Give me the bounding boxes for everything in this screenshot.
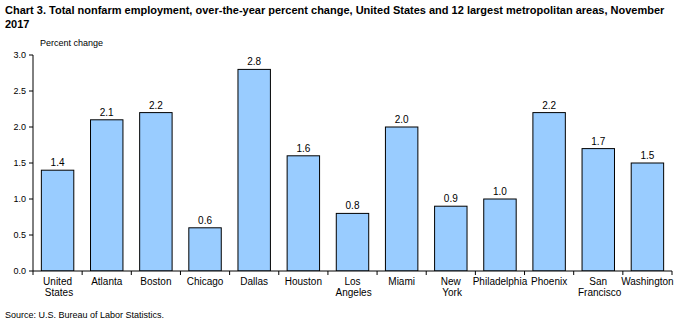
bar bbox=[533, 113, 565, 271]
x-tick-label-line: New bbox=[441, 276, 462, 287]
data-label: 1.4 bbox=[51, 157, 65, 168]
x-tick bbox=[622, 271, 623, 275]
x-tick bbox=[672, 271, 673, 275]
x-tick-label: Dallas bbox=[240, 276, 268, 287]
chart-svg: Percent change 0.0 0.5 1.0 1.5 2.0 2.5 3.0 1.4 2.… bbox=[0, 0, 680, 329]
x-tick-label-line: Angeles bbox=[333, 287, 371, 298]
bar bbox=[435, 206, 467, 271]
data-label: 1.7 bbox=[591, 136, 605, 147]
y-tick bbox=[29, 199, 33, 200]
x-tick-label-line: United bbox=[43, 276, 72, 287]
chart-title: Chart 3. Total nonfarm employment, over-… bbox=[5, 3, 675, 31]
x-tick-label-line: Miami bbox=[388, 276, 415, 287]
x-tick-label-line: Washington bbox=[621, 276, 673, 287]
data-label: 1.5 bbox=[640, 150, 654, 161]
x-tick-label: San Francisco bbox=[575, 276, 622, 298]
x-tick-label-line: Phoenix bbox=[531, 276, 567, 287]
bar bbox=[631, 163, 663, 271]
bars bbox=[41, 69, 663, 271]
x-tick-label: Miami bbox=[388, 276, 415, 287]
bar bbox=[140, 113, 172, 271]
x-tick bbox=[426, 271, 427, 275]
x-tick-label: Phoenix bbox=[531, 276, 567, 287]
bar bbox=[91, 120, 123, 271]
x-tick bbox=[229, 271, 230, 275]
data-label: 0.8 bbox=[346, 200, 360, 211]
bar bbox=[238, 69, 270, 271]
bar bbox=[385, 127, 417, 271]
x-tick-label-line: Francisco bbox=[575, 287, 622, 298]
y-tick-label: 1.5 bbox=[13, 158, 26, 168]
x-tick-label: Boston bbox=[140, 276, 171, 287]
x-tick bbox=[524, 271, 525, 275]
x-tick-label: Atlanta bbox=[91, 276, 123, 287]
x-tick bbox=[327, 271, 328, 275]
x-tick bbox=[278, 271, 279, 275]
bar bbox=[582, 149, 614, 271]
x-tick-label-line: Atlanta bbox=[91, 276, 123, 287]
x-tick-label: New York bbox=[440, 276, 463, 298]
bar bbox=[287, 156, 319, 271]
x-tick-label: Los Angeles bbox=[333, 276, 371, 298]
data-label: 2.2 bbox=[149, 100, 163, 111]
x-tick-label: Chicago bbox=[187, 276, 224, 287]
y-tick bbox=[29, 271, 33, 272]
y-tick bbox=[29, 127, 33, 128]
x-tick bbox=[33, 271, 34, 275]
x-tick-label-line: Dallas bbox=[240, 276, 268, 287]
y-tick-label: 2.0 bbox=[13, 122, 26, 132]
bar bbox=[189, 228, 221, 271]
data-label: 1.6 bbox=[296, 143, 310, 154]
y-tick-label: 0.5 bbox=[13, 230, 26, 240]
data-label: 2.8 bbox=[247, 56, 261, 67]
y-tick bbox=[29, 163, 33, 164]
data-label: 2.2 bbox=[542, 100, 556, 111]
x-tick bbox=[131, 271, 132, 275]
x-tick bbox=[475, 271, 476, 275]
x-tick bbox=[180, 271, 181, 275]
x-tick bbox=[82, 271, 83, 275]
y-tick bbox=[29, 55, 33, 56]
x-tick-label: United States bbox=[42, 276, 73, 298]
data-label: 2.0 bbox=[395, 114, 409, 125]
x-tick-label-line: York bbox=[440, 287, 463, 298]
y-tick-label: 0.0 bbox=[13, 266, 26, 276]
y-tick-label: 2.5 bbox=[13, 86, 26, 96]
x-tick-label: Washington bbox=[621, 276, 673, 287]
source-note: Source: U.S. Bureau of Labor Statistics. bbox=[5, 310, 164, 320]
bar bbox=[41, 170, 73, 271]
data-label: 0.9 bbox=[444, 193, 458, 204]
y-tick-label: 3.0 bbox=[13, 50, 26, 60]
x-tick-label: Philadelphia bbox=[473, 276, 528, 287]
x-tick-label-line: Houston bbox=[285, 276, 322, 287]
y-tick-label: 1.0 bbox=[13, 194, 26, 204]
x-tick-label-line: States bbox=[42, 287, 73, 298]
bar bbox=[336, 213, 368, 271]
data-label: 1.0 bbox=[493, 186, 507, 197]
x-axis bbox=[33, 271, 672, 272]
x-tick-label-line: Los bbox=[344, 276, 360, 287]
y-axis-label: Percent change bbox=[40, 38, 103, 48]
x-tick-label-line: San bbox=[589, 276, 607, 287]
x-tick-label-line: Boston bbox=[140, 276, 171, 287]
x-tick-label-line: Philadelphia bbox=[473, 276, 528, 287]
y-tick bbox=[29, 235, 33, 236]
x-tick bbox=[377, 271, 378, 275]
bar bbox=[484, 199, 516, 271]
data-label: 2.1 bbox=[100, 107, 114, 118]
y-tick bbox=[29, 91, 33, 92]
y-axis bbox=[33, 55, 34, 271]
x-tick bbox=[573, 271, 574, 275]
x-tick-label-line: Chicago bbox=[187, 276, 224, 287]
x-tick-label: Houston bbox=[285, 276, 322, 287]
data-label: 0.6 bbox=[198, 215, 212, 226]
